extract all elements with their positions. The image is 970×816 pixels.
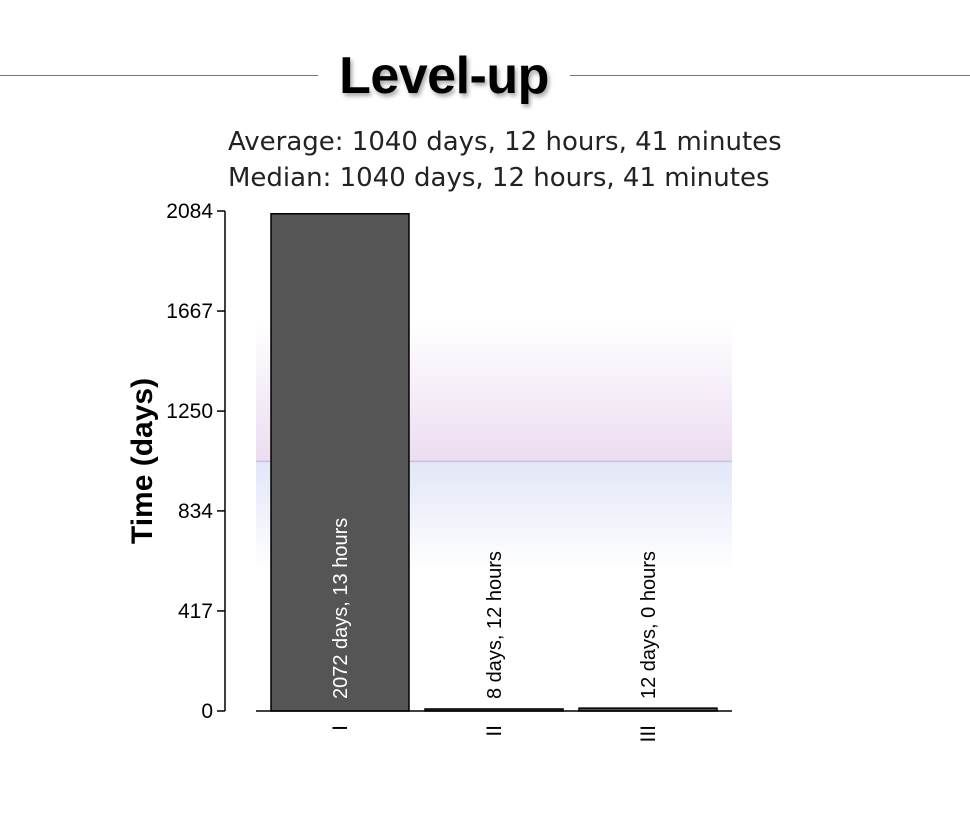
- bar-1: [270, 212, 410, 712]
- median-stat: Median: 1040 days, 12 hours, 41 minutes: [228, 163, 770, 193]
- bar-value-label: 8 days, 12 hours: [484, 551, 506, 699]
- summary-stats: Average: 1040 days, 12 hours, 41 minutes…: [228, 124, 782, 196]
- y-tick-label: 417: [178, 600, 213, 623]
- chart-title-row: Level-up: [0, 40, 970, 112]
- average-stat: Average: 1040 days, 12 hours, 41 minutes: [228, 127, 782, 157]
- y-tick-label: 834: [178, 500, 213, 523]
- y-tick-label: 2084: [166, 200, 213, 223]
- y-tick-label: 1667: [166, 300, 213, 323]
- bar-value-label: 2072 days, 13 hours: [330, 518, 352, 699]
- y-tick-label: 1250: [166, 400, 213, 423]
- title-divider-left: [0, 75, 318, 76]
- y-axis-label: Time (days): [126, 378, 159, 544]
- x-tick-label: III: [637, 725, 660, 743]
- title-divider-right: [570, 75, 970, 76]
- x-tick-label: I: [329, 725, 352, 731]
- chart-title: Level-up: [339, 47, 549, 105]
- x-tick-label: II: [483, 725, 506, 737]
- y-tick-label: 0: [201, 700, 213, 723]
- bar-value-label: 12 days, 0 hours: [638, 551, 660, 699]
